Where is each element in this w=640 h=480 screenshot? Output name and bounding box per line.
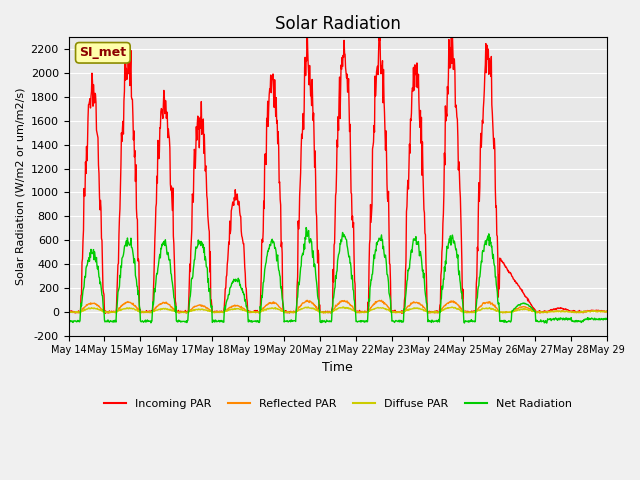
- Y-axis label: Solar Radiation (W/m2 or um/m2/s): Solar Radiation (W/m2 or um/m2/s): [15, 88, 25, 285]
- X-axis label: Time: Time: [323, 361, 353, 374]
- Title: Solar Radiation: Solar Radiation: [275, 15, 401, 33]
- Text: SI_met: SI_met: [79, 46, 127, 60]
- Legend: Incoming PAR, Reflected PAR, Diffuse PAR, Net Radiation: Incoming PAR, Reflected PAR, Diffuse PAR…: [99, 395, 577, 414]
